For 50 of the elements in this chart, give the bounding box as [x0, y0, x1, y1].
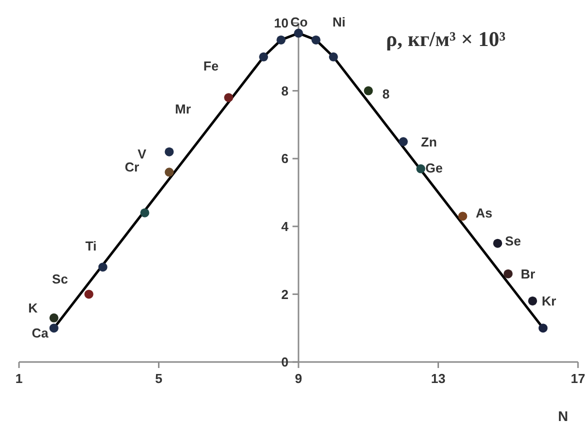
- x-axis-title: N: [558, 408, 568, 424]
- annotation: Co: [290, 14, 308, 30]
- annotation: Se: [505, 234, 521, 248]
- y-tick-label: 6: [281, 151, 288, 166]
- point: [504, 269, 513, 278]
- x-tick-label: 5: [155, 371, 162, 386]
- annotation: Sc: [52, 272, 68, 286]
- point: [259, 52, 268, 62]
- annotation: Mr: [175, 102, 191, 116]
- annotation: Ca: [32, 326, 48, 340]
- y-tick-label: 4: [281, 219, 290, 234]
- point: [328, 52, 338, 62]
- annotation: K: [28, 300, 38, 316]
- point: [311, 35, 320, 44]
- point: [224, 93, 234, 102]
- point: [84, 290, 94, 299]
- y-axis-title: ρ, кг/м³ × 10³: [386, 27, 506, 52]
- annotation: Ti: [85, 238, 97, 254]
- point: [164, 168, 174, 177]
- point: [538, 324, 548, 333]
- point: [140, 208, 150, 218]
- annotation: As: [476, 206, 492, 220]
- annotation: Kr: [542, 294, 556, 308]
- annotation: 8: [382, 86, 390, 102]
- point: [416, 164, 426, 174]
- point: [294, 28, 303, 38]
- point: [364, 86, 373, 96]
- annotation: Br: [520, 266, 536, 282]
- annotation: V: [138, 146, 146, 162]
- point: [493, 238, 502, 248]
- point: [458, 212, 468, 221]
- point: [398, 137, 408, 146]
- point: [49, 313, 58, 322]
- point: [528, 296, 538, 306]
- y-tick-label: 2: [281, 286, 288, 302]
- x-tick-label: 9: [294, 371, 302, 386]
- point: [276, 35, 286, 44]
- point: [98, 262, 108, 272]
- x-tick-label: 1: [15, 371, 23, 386]
- annotation: Zn: [421, 134, 437, 150]
- annotation: Cr: [124, 160, 140, 174]
- x-tick-label: 13: [431, 371, 446, 386]
- y-tick-label: 10: [274, 16, 288, 31]
- annotation: Fe: [203, 58, 219, 74]
- y-tick-label: 8: [281, 83, 288, 98]
- point: [49, 324, 58, 333]
- x-tick-label: 17: [570, 371, 586, 386]
- annotation: Ni: [332, 14, 346, 30]
- annotation: Ge: [425, 160, 443, 176]
- point: [164, 147, 174, 156]
